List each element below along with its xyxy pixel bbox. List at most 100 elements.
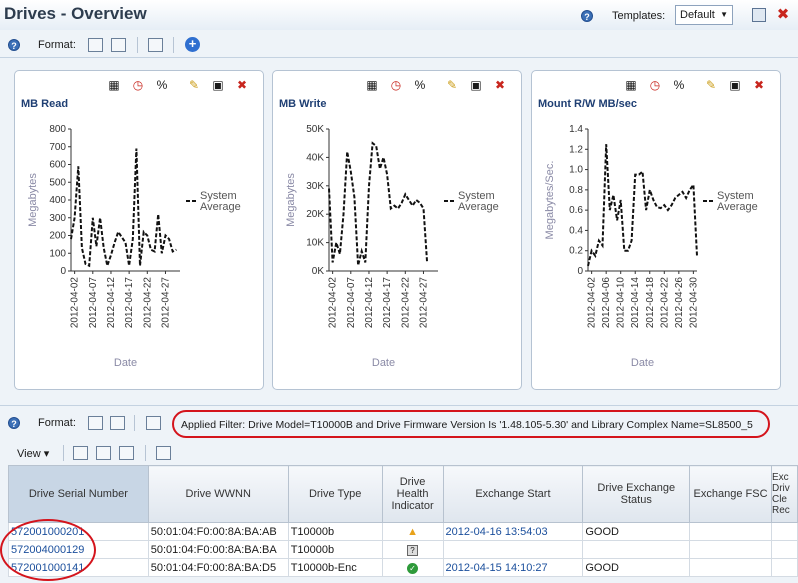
exchange-start-cell: 2012-04-15 14:10:27 [442,558,584,577]
report-icon[interactable]: ▦ [108,78,120,92]
column-header[interactable]: Exchange FSC [689,465,772,523]
column-header[interactable]: Drive Type [287,465,383,523]
add-icon[interactable]: + [185,37,200,52]
y-tick-label: 0K [312,266,325,277]
y-axis-label: Megabytes/Sec. [544,161,556,240]
type-cell: T10000b-Enc [287,558,383,577]
print-icon[interactable] [146,416,161,430]
unknown-status-icon: ? [407,544,419,556]
clock-icon[interactable]: ◷ [132,78,144,92]
column-header[interactable]: Exchange Start [442,465,584,523]
y-tick-label: 400 [49,195,66,206]
templates-select-value: Default [680,9,715,21]
extra-cell [770,540,798,559]
drives-table: Drive Serial Number Drive WWNN Drive Typ… [8,465,798,577]
extra-cell [770,558,798,577]
wwnn-cell: 50:01:04:F0:00:8A:BA:D5 [147,558,289,577]
fsc-cell [689,540,772,559]
templates-select[interactable]: Default ▼ [675,5,733,25]
column-header[interactable]: Drive Serial Number [8,465,149,523]
toolbar-separator [137,37,138,53]
applied-filter: Applied Filter: Drive Model=T10000B and … [172,410,770,438]
help-icon[interactable]: ? [581,10,593,22]
health-cell: ✓ [381,558,444,577]
type-cell: T10000b [287,540,383,559]
format-label: Format: [38,417,76,429]
help-icon[interactable]: ? [8,417,20,429]
templates-label: Templates: [612,10,666,22]
table-row[interactable]: 572004000129 50:01:04:F0:00:8A:BA:BA T10… [8,540,798,559]
layout-grid-icon[interactable] [88,38,103,52]
edit-icon[interactable]: ✎ [705,78,717,92]
y-axis-label: Megabytes [27,173,39,227]
y-tick-label: 100 [49,248,66,259]
detach-icon[interactable] [156,446,171,460]
y-tick-label: 0.8 [569,185,583,196]
y-tick-label: 50K [306,124,324,135]
print-icon[interactable] [148,38,163,52]
table-toolbar: View ▾ [0,441,798,465]
table-format-toolbar: ? Format: Applied Filter: Drive Model=T1… [0,405,798,439]
chart-panel-mb-write: ▦ ◷% ✎ ▣ ✖ MB Write 0K 10K 20K 30K 40K 50K 2012-04-0… [272,70,522,390]
percent-icon[interactable]: % [156,78,168,92]
percent-icon[interactable]: % [414,78,426,92]
x-tick-label: 2012-04-02 [328,277,339,329]
x-tick-label: 2012-04-07 [346,277,357,329]
report-icon[interactable]: ▦ [366,78,378,92]
column-header[interactable]: Drive Health Indicator [381,465,444,523]
save-template-icon[interactable] [752,8,766,22]
detail-view-icon[interactable] [110,416,125,430]
column-header[interactable]: Drive WWNN [147,465,289,523]
layout-rows-icon[interactable] [111,38,126,52]
x-tick-label: 2012-04-27 [418,277,429,329]
y-tick-label: 0.4 [569,225,583,236]
percent-icon[interactable]: % [673,78,685,92]
x-tick-label: 2012-04-26 [674,277,685,329]
run-icon[interactable] [73,446,88,460]
exchange-start-cell [442,540,584,559]
close-icon[interactable]: ✖ [753,78,765,92]
report-icon[interactable]: ▦ [625,78,637,92]
maximize-icon[interactable]: ▣ [470,78,482,92]
legend-label: Average [458,201,499,213]
maximize-icon[interactable]: ▣ [212,78,224,92]
column-header[interactable]: Exc Driv Cle Rec [770,465,798,523]
clock-icon[interactable]: ◷ [390,78,402,92]
y-tick-label: 20K [306,209,324,220]
close-icon[interactable]: ✖ [494,78,506,92]
x-tick-label: 2012-04-30 [688,277,699,329]
table-row[interactable]: 572001000141 50:01:04:F0:00:8A:BA:D5 T10… [8,558,798,577]
delete-template-icon[interactable]: ✖ [776,6,790,23]
toolbar-separator [63,445,64,461]
table-row[interactable]: 572001000201 50:01:04:F0:00:8A:BA:AB T10… [8,522,798,541]
list-view-icon[interactable] [88,416,103,430]
y-axis-label: Megabytes [285,173,297,227]
type-cell: T10000b [287,522,383,541]
wwnn-cell: 50:01:04:F0:00:8A:BA:BA [147,540,289,559]
chart-title: MB Read [21,98,69,110]
warning-icon: ▲ [407,525,418,538]
exchange-start-cell: 2012-04-16 13:54:03 [442,522,584,541]
filter-icon[interactable] [119,446,134,460]
view-menu[interactable]: View ▾ [17,448,50,460]
status-cell [582,540,691,559]
x-tick-label: 2012-04-22 [400,277,411,329]
column-header[interactable]: Drive Exchange Status [582,465,691,523]
y-tick-label: 1.0 [569,165,583,176]
legend-label: System [458,190,495,202]
edit-icon[interactable]: ✎ [446,78,458,92]
close-icon[interactable]: ✖ [236,78,248,92]
line-chart: 0 100 200 300 400 500 600 700 800 2012-04-02 2012-… [27,124,241,369]
help-icon[interactable]: ? [8,39,20,51]
x-tick-label: 2012-04-22 [659,277,670,329]
legend-label: System [200,190,237,202]
maximize-icon[interactable]: ▣ [729,78,741,92]
chart-panel-mount-rw: ▦ ◷% ✎ ▣ ✖ Mount R/W MB/sec 0 0.2 0.4 0.6 0.8 1.0 1.… [531,70,781,390]
chart-title: Mount R/W MB/sec [538,98,637,110]
y-tick-label: 600 [49,160,66,171]
export-icon[interactable] [96,446,111,460]
edit-icon[interactable]: ✎ [188,78,200,92]
x-tick-label: 2012-04-18 [645,277,656,329]
clock-icon[interactable]: ◷ [649,78,661,92]
